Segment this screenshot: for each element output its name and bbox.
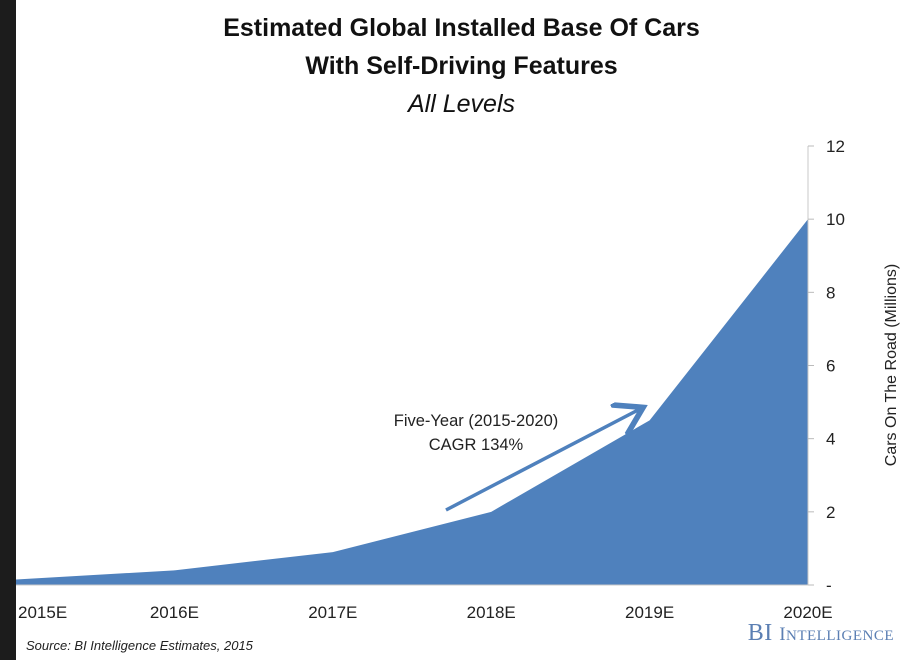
annotation-arrow [445,409,640,512]
source-note: Source: BI Intelligence Estimates, 2015 [26,638,253,653]
x-tick-label: 2016E [150,603,199,622]
x-tick-label: 2020E [783,603,832,622]
y-tick-label: 8 [826,283,835,302]
y-tick-label: 6 [826,357,835,376]
y-tick-label: 10 [826,210,845,229]
series-area [16,219,808,585]
chart-title-line-2: With Self-Driving Features [305,52,618,80]
y-tick-label: 12 [826,137,845,156]
brand-logo: BI INTELLIGENCE [748,620,894,647]
annotation-line-1: Five-Year (2015-2020) [394,412,558,430]
brand-logo-first: BI [747,620,773,646]
annotation-line-2: CAGR 134% [429,436,524,454]
x-tick-label: 2018E [467,603,516,622]
chart-subtitle: All Levels [408,90,515,118]
x-tick-label: 2015E [18,603,67,622]
x-tick-label: 2017E [308,603,357,622]
y-axis-label: Cars On The Road (Millions) [883,264,900,466]
x-tick-label: 2019E [625,603,674,622]
chart-title-line-1: Estimated Global Installed Base Of Cars [223,14,700,42]
y-tick-label: 2 [826,503,835,522]
brand-logo-second-rest: NTELLIGENCE [786,628,894,644]
chart-frame: Estimated Global Installed Base Of Cars … [16,0,907,660]
area-chart: - 2 4 6 8 10 12 2015E 2016E 2017E 2018E 2019E 2020E C… [16,137,900,622]
brand-logo-second: INTELLIGENCE [779,624,894,645]
y-tick-label: 4 [826,430,835,449]
y-tick-label: - [826,576,832,595]
